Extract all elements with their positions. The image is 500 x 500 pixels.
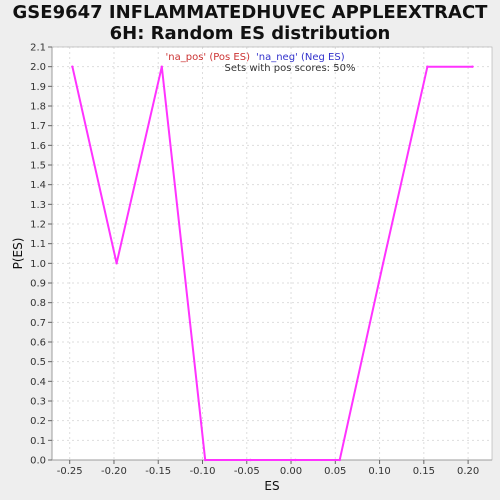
x-axis-ticks: -0.25 -0.20 -0.15 -0.10 -0.05 0.00 0.05 0.10 0.1…	[57, 460, 479, 477]
x-tick-label: 0.10	[368, 466, 390, 477]
y-tick-label: 0.8	[30, 298, 46, 309]
y-tick-label: 2.0	[30, 62, 46, 73]
y-tick-label: 0.5	[30, 357, 46, 368]
y-tick-label: 1.7	[30, 121, 46, 132]
y-tick-label: 0.7	[30, 318, 46, 329]
x-tick-label: 0.15	[413, 466, 435, 477]
y-tick-label: 1.1	[30, 239, 46, 250]
y-tick-label: 0.4	[30, 377, 46, 388]
y-tick-label: 1.3	[30, 200, 46, 211]
x-tick-label: 0.00	[280, 466, 302, 477]
data-point	[71, 65, 74, 68]
x-tick-label: 0.05	[324, 466, 346, 477]
x-tick-label: -0.20	[101, 466, 127, 477]
legend-item-pos: 'na_pos' (Pos ES)	[166, 52, 251, 63]
data-point	[471, 65, 474, 68]
y-tick-label: 1.0	[30, 259, 46, 270]
x-tick-label: -0.15	[145, 466, 171, 477]
chart-annotation: Sets with pos scores: 50%	[225, 63, 356, 74]
data-point	[294, 458, 297, 462]
x-axis-label: ES	[264, 479, 279, 493]
series-line	[71, 65, 473, 461]
y-tick-label: 1.8	[30, 102, 46, 113]
y-axis-label: P(ES)	[11, 238, 25, 270]
plot-area	[52, 47, 492, 460]
y-tick-label: 0.0	[30, 456, 46, 467]
x-tick-label: 0.20	[457, 466, 479, 477]
x-tick-label: -0.25	[57, 466, 83, 477]
y-tick-label: 0.9	[30, 279, 46, 290]
y-tick-label: 1.5	[30, 161, 46, 172]
y-tick-label: 0.2	[30, 416, 46, 427]
y-tick-label: 1.2	[30, 220, 46, 231]
y-tick-label: 2.1	[30, 43, 46, 54]
data-point	[249, 458, 252, 462]
chart-title: GSE9647 INFLAMMATEDHUVEC APPLEEXTRACT 6H…	[12, 2, 488, 44]
y-axis-ticks: 0.0 0.1 0.2 0.3 0.4 0.5 0.6 0.7 0.8 0.9 1.0 1.1 1.2 1…	[30, 43, 52, 467]
data-point	[160, 65, 163, 68]
y-tick-label: 0.6	[30, 338, 46, 349]
data-point	[381, 262, 385, 265]
y-tick-label: 0.1	[30, 436, 46, 447]
x-tick-label: -0.05	[234, 466, 260, 477]
data-point	[115, 262, 118, 265]
data-point	[426, 65, 429, 68]
data-point	[338, 458, 341, 462]
y-tick-label: 1.6	[30, 141, 46, 152]
series-group	[71, 65, 474, 462]
y-tick-label: 1.4	[30, 180, 46, 191]
x-tick-label: -0.10	[190, 466, 216, 477]
data-point	[203, 458, 207, 462]
y-tick-label: 0.3	[30, 397, 46, 408]
y-tick-label: 1.9	[30, 82, 46, 93]
legend-item-neg: 'na_neg' (Neg ES)	[256, 52, 345, 63]
